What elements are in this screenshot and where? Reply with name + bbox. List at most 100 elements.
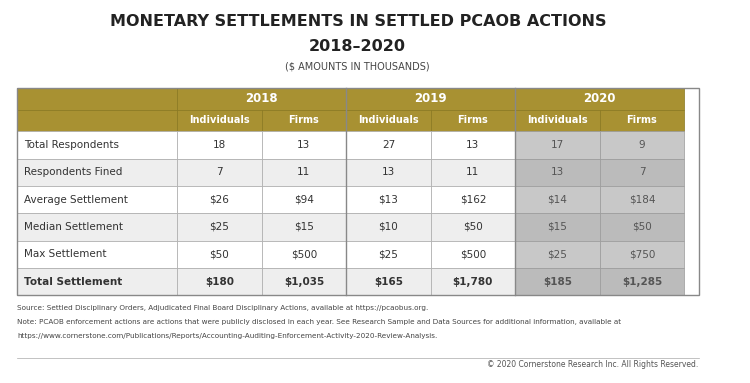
Text: 13: 13 bbox=[550, 167, 564, 177]
FancyBboxPatch shape bbox=[515, 110, 600, 131]
FancyBboxPatch shape bbox=[600, 186, 684, 213]
Text: 11: 11 bbox=[466, 167, 479, 177]
FancyBboxPatch shape bbox=[600, 268, 684, 295]
FancyBboxPatch shape bbox=[262, 186, 346, 213]
Text: $180: $180 bbox=[205, 277, 234, 286]
FancyBboxPatch shape bbox=[177, 159, 262, 186]
FancyBboxPatch shape bbox=[515, 131, 600, 159]
Text: $15: $15 bbox=[548, 222, 568, 232]
Text: Respondents Fined: Respondents Fined bbox=[24, 167, 122, 177]
Text: $15: $15 bbox=[294, 222, 314, 232]
Text: MONETARY SETTLEMENTS IN SETTLED PCAOB ACTIONS: MONETARY SETTLEMENTS IN SETTLED PCAOB AC… bbox=[110, 14, 606, 29]
Text: Firms: Firms bbox=[289, 115, 320, 125]
Text: Total Respondents: Total Respondents bbox=[24, 140, 118, 150]
Text: $26: $26 bbox=[209, 195, 230, 205]
Text: $94: $94 bbox=[294, 195, 314, 205]
FancyBboxPatch shape bbox=[262, 241, 346, 268]
Text: $162: $162 bbox=[460, 195, 486, 205]
FancyBboxPatch shape bbox=[177, 213, 262, 241]
FancyBboxPatch shape bbox=[17, 268, 177, 295]
FancyBboxPatch shape bbox=[17, 159, 177, 186]
Text: $184: $184 bbox=[628, 195, 656, 205]
Text: Individuals: Individuals bbox=[358, 115, 419, 125]
FancyBboxPatch shape bbox=[17, 241, 177, 268]
Text: © 2020 Cornerstone Research Inc. All Rights Reserved.: © 2020 Cornerstone Research Inc. All Rig… bbox=[488, 360, 698, 369]
FancyBboxPatch shape bbox=[262, 110, 346, 131]
Text: $50: $50 bbox=[632, 222, 652, 232]
Text: $50: $50 bbox=[209, 249, 230, 259]
Text: 2020: 2020 bbox=[584, 92, 616, 105]
FancyBboxPatch shape bbox=[346, 159, 430, 186]
Text: 13: 13 bbox=[466, 140, 479, 150]
Text: Max Settlement: Max Settlement bbox=[24, 249, 106, 259]
FancyBboxPatch shape bbox=[17, 213, 177, 241]
Text: ($ AMOUNTS IN THOUSANDS): ($ AMOUNTS IN THOUSANDS) bbox=[286, 61, 430, 71]
Text: 2018–2020: 2018–2020 bbox=[309, 39, 407, 54]
Text: Individuals: Individuals bbox=[189, 115, 250, 125]
FancyBboxPatch shape bbox=[177, 110, 262, 131]
FancyBboxPatch shape bbox=[430, 159, 515, 186]
Text: $25: $25 bbox=[209, 222, 230, 232]
Text: $1,780: $1,780 bbox=[453, 277, 493, 286]
FancyBboxPatch shape bbox=[177, 186, 262, 213]
Text: $50: $50 bbox=[463, 222, 483, 232]
FancyBboxPatch shape bbox=[515, 213, 600, 241]
FancyBboxPatch shape bbox=[430, 110, 515, 131]
FancyBboxPatch shape bbox=[346, 186, 430, 213]
FancyBboxPatch shape bbox=[262, 268, 346, 295]
FancyBboxPatch shape bbox=[177, 131, 262, 159]
Text: 2019: 2019 bbox=[414, 92, 447, 105]
FancyBboxPatch shape bbox=[430, 213, 515, 241]
FancyBboxPatch shape bbox=[262, 159, 346, 186]
FancyBboxPatch shape bbox=[177, 88, 346, 110]
Text: 2018: 2018 bbox=[245, 92, 278, 105]
Text: $25: $25 bbox=[379, 249, 398, 259]
FancyBboxPatch shape bbox=[600, 213, 684, 241]
FancyBboxPatch shape bbox=[515, 159, 600, 186]
FancyBboxPatch shape bbox=[515, 241, 600, 268]
Text: Firms: Firms bbox=[626, 115, 657, 125]
FancyBboxPatch shape bbox=[346, 268, 430, 295]
Text: $1,285: $1,285 bbox=[622, 277, 662, 286]
Text: 13: 13 bbox=[297, 140, 310, 150]
Text: $10: $10 bbox=[379, 222, 398, 232]
FancyBboxPatch shape bbox=[430, 241, 515, 268]
FancyBboxPatch shape bbox=[346, 110, 430, 131]
Text: $14: $14 bbox=[548, 195, 568, 205]
Text: $500: $500 bbox=[460, 249, 486, 259]
Text: $1,035: $1,035 bbox=[284, 277, 324, 286]
Text: $500: $500 bbox=[291, 249, 317, 259]
FancyBboxPatch shape bbox=[262, 131, 346, 159]
Text: 11: 11 bbox=[297, 167, 310, 177]
Text: Individuals: Individuals bbox=[527, 115, 588, 125]
Text: 13: 13 bbox=[382, 167, 395, 177]
Text: $25: $25 bbox=[548, 249, 568, 259]
FancyBboxPatch shape bbox=[17, 131, 177, 159]
FancyBboxPatch shape bbox=[262, 213, 346, 241]
Text: Median Settlement: Median Settlement bbox=[24, 222, 123, 232]
FancyBboxPatch shape bbox=[600, 241, 684, 268]
FancyBboxPatch shape bbox=[515, 268, 600, 295]
FancyBboxPatch shape bbox=[430, 131, 515, 159]
Text: 9: 9 bbox=[639, 140, 645, 150]
Text: $165: $165 bbox=[374, 277, 403, 286]
FancyBboxPatch shape bbox=[600, 131, 684, 159]
Text: 7: 7 bbox=[216, 167, 223, 177]
Text: $185: $185 bbox=[543, 277, 572, 286]
FancyBboxPatch shape bbox=[600, 110, 684, 131]
Text: Firms: Firms bbox=[458, 115, 488, 125]
Text: Source: Settled Disciplinary Orders, Adjudicated Final Board Disciplinary Action: Source: Settled Disciplinary Orders, Adj… bbox=[17, 305, 428, 311]
FancyBboxPatch shape bbox=[17, 88, 177, 110]
FancyBboxPatch shape bbox=[515, 88, 684, 110]
Text: $750: $750 bbox=[628, 249, 656, 259]
FancyBboxPatch shape bbox=[346, 131, 430, 159]
FancyBboxPatch shape bbox=[17, 186, 177, 213]
Text: 27: 27 bbox=[382, 140, 395, 150]
FancyBboxPatch shape bbox=[177, 268, 262, 295]
Text: https://www.cornerstone.com/Publications/Reports/Accounting-Auditing-Enforcement: https://www.cornerstone.com/Publications… bbox=[17, 334, 437, 339]
Text: $13: $13 bbox=[379, 195, 398, 205]
Text: 7: 7 bbox=[639, 167, 645, 177]
FancyBboxPatch shape bbox=[430, 186, 515, 213]
FancyBboxPatch shape bbox=[177, 241, 262, 268]
Text: 18: 18 bbox=[213, 140, 226, 150]
